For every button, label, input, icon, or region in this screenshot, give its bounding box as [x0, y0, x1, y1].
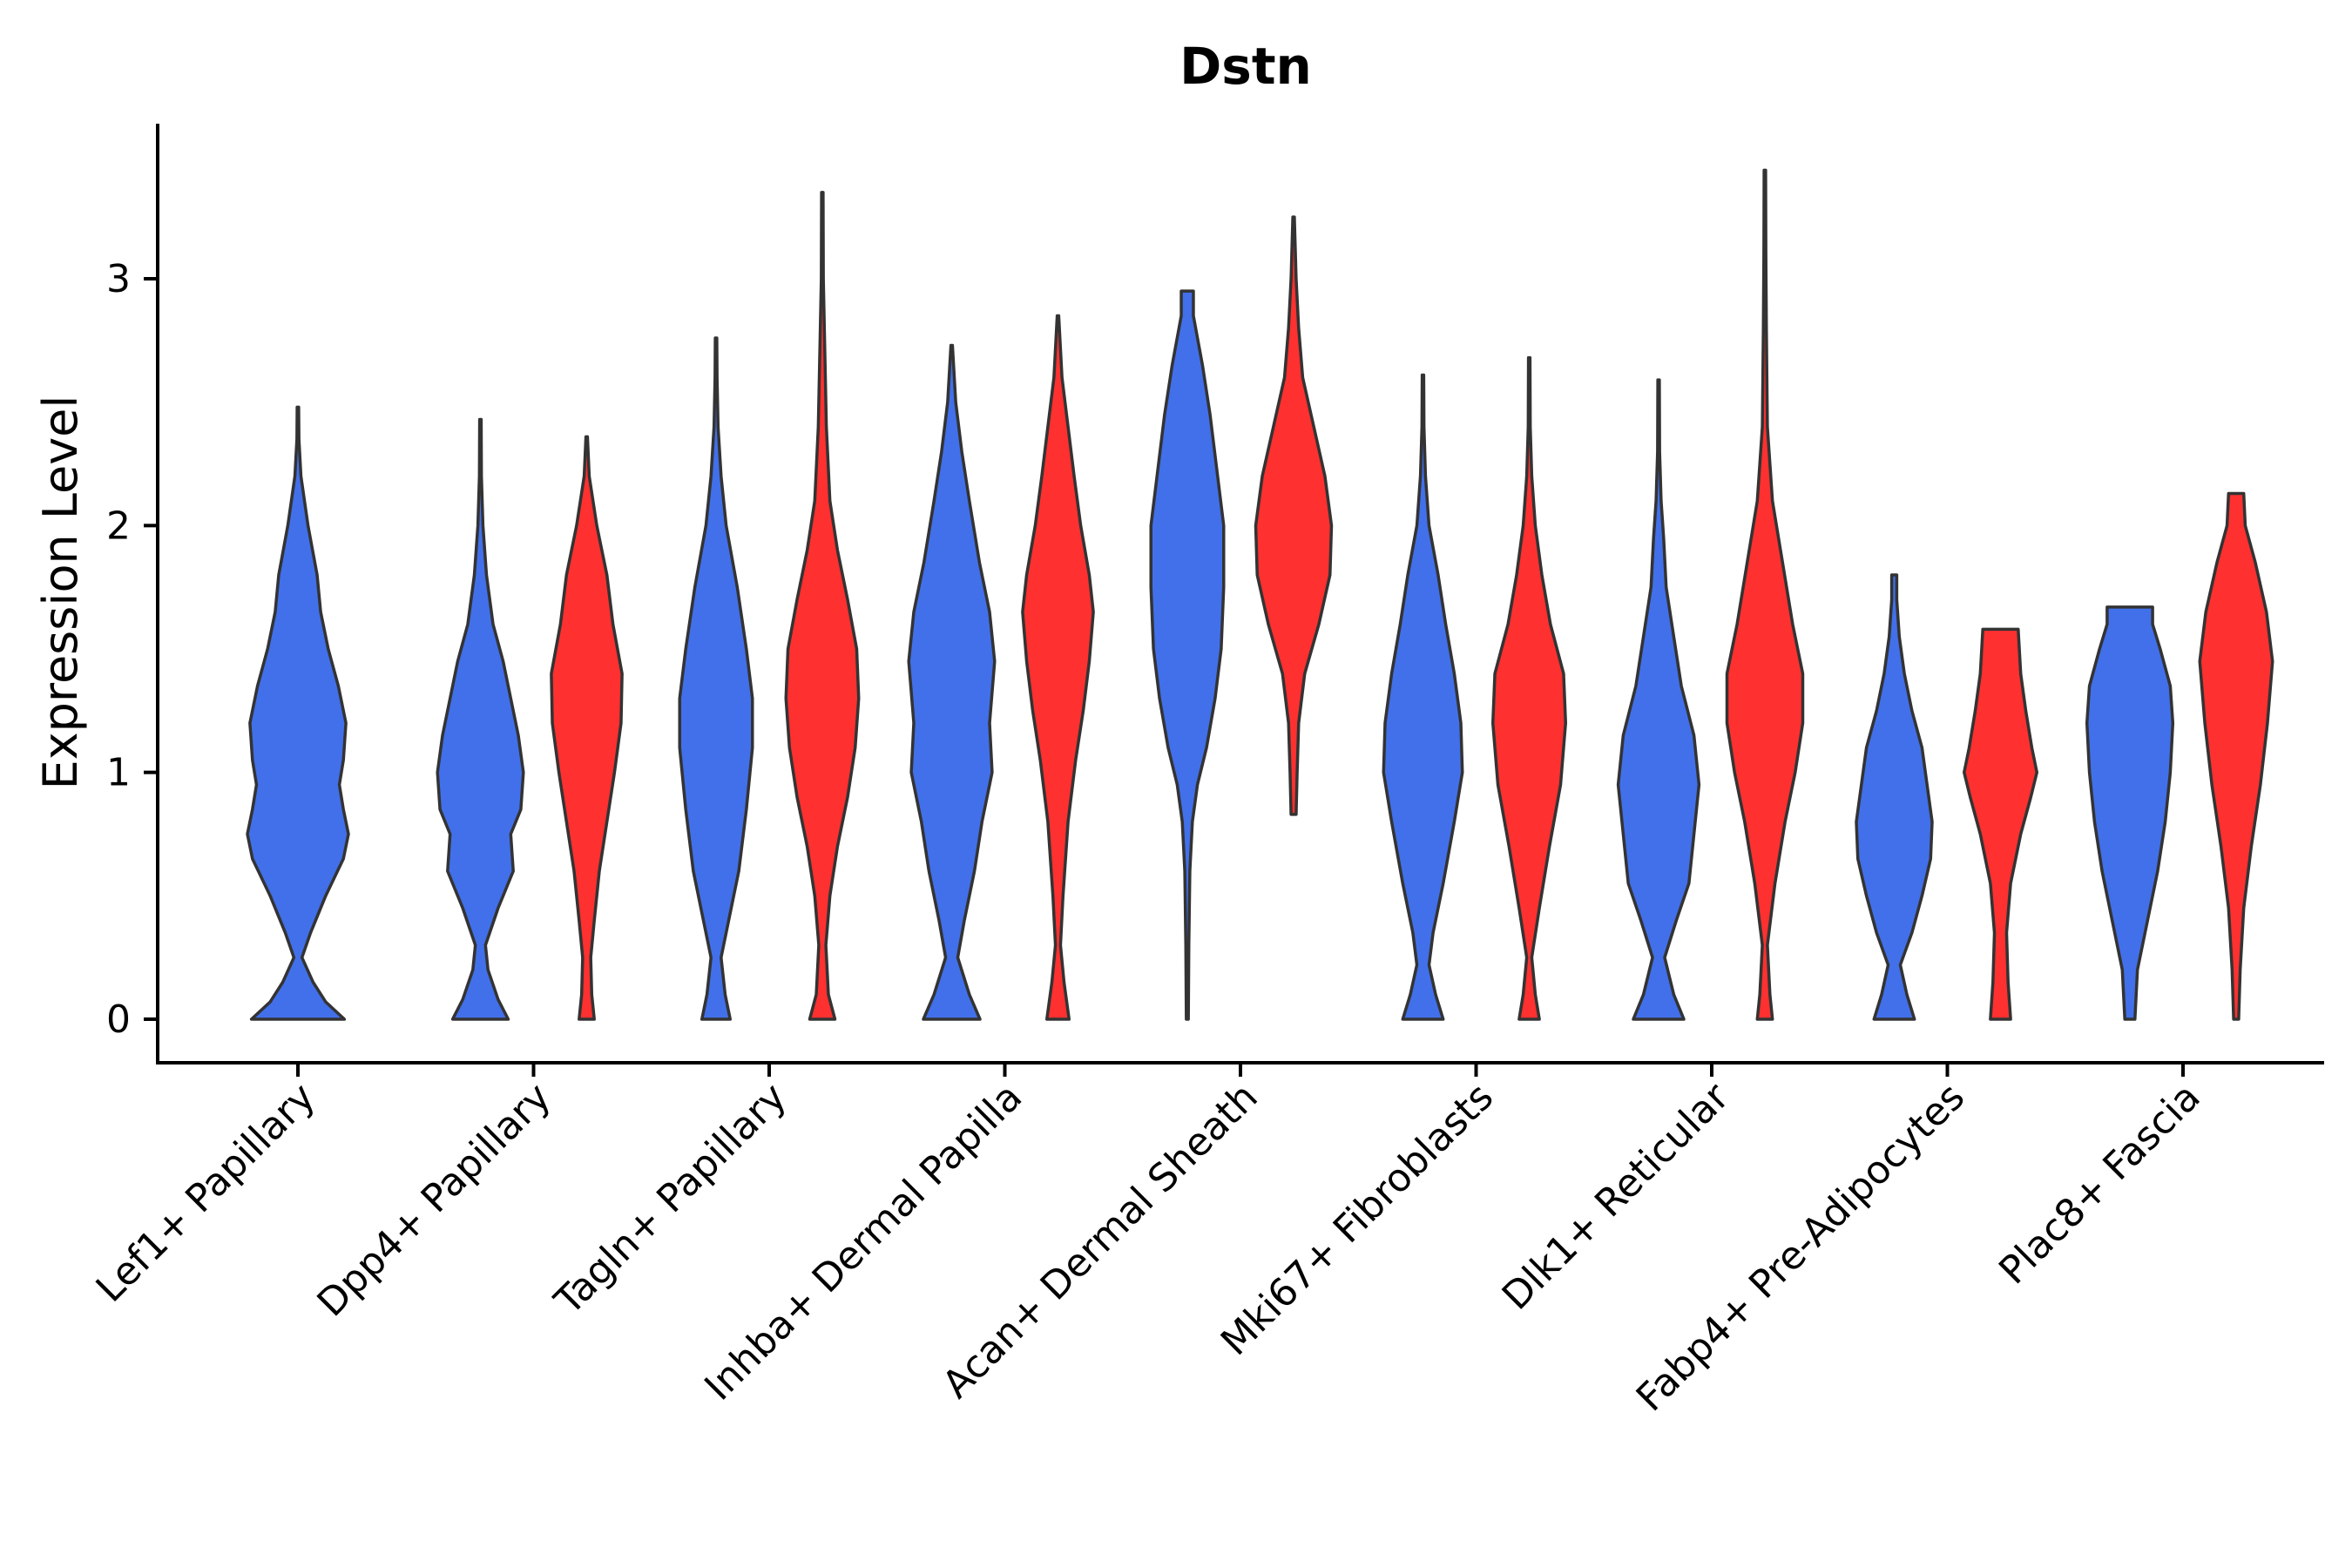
- y-axis-label: Expression Level: [33, 395, 88, 790]
- x-tick-label: Dpp4+ Papillary: [309, 1075, 560, 1326]
- violin-group2-tagln-papillary: [784, 191, 861, 1021]
- violin-group2-fabp4-pre-adipocytes: [1962, 627, 2039, 1021]
- violin-group1-plac8-fascia: [2085, 605, 2175, 1021]
- violin-group2-mki67-fibroblasts: [1490, 355, 1568, 1021]
- violin-group1-acan-dermal-sheath: [1149, 289, 1226, 1021]
- violin-group1-dpp4-papillary: [436, 417, 525, 1021]
- violin-group1-tagln-papillary: [678, 336, 754, 1021]
- chart-title: Dstn: [1179, 37, 1312, 96]
- y-tick-label: 2: [106, 504, 131, 548]
- violin-group1-lef1-papillary: [246, 405, 350, 1021]
- violin-layer: [246, 168, 2274, 1021]
- y-tick-label: 1: [106, 751, 131, 795]
- x-tick-label: Lef1+ Papillary: [88, 1075, 324, 1311]
- x-tick-label: Dlk1+ Reticular: [1494, 1074, 1739, 1319]
- violin-group2-dpp4-papillary: [550, 435, 624, 1021]
- violin-group1-inhba-dermal-papilla: [907, 343, 997, 1021]
- x-tick-label: Plac8+ Fascia: [1990, 1075, 2209, 1294]
- violin-group2-dlk1-reticular: [1725, 168, 1805, 1021]
- violin-group1-dlk1-reticular: [1616, 378, 1701, 1021]
- violin-group2-plac8-fascia: [2198, 491, 2274, 1021]
- x-tick-label: Tagln+ Papillary: [546, 1075, 795, 1324]
- x-tick-label: Mki67+ Fibroblasts: [1213, 1075, 1502, 1364]
- violin-group1-mki67-fibroblasts: [1382, 373, 1464, 1021]
- violin-group2-inhba-dermal-papilla: [1021, 314, 1095, 1021]
- y-ticks: 0 1 2 3: [106, 257, 158, 1042]
- violin-group2-acan-dermal-sheath: [1254, 215, 1334, 816]
- violin-group1-fabp4-pre-adipocytes: [1855, 573, 1934, 1021]
- y-tick-label: 3: [106, 257, 131, 301]
- y-tick-label: 0: [106, 997, 131, 1042]
